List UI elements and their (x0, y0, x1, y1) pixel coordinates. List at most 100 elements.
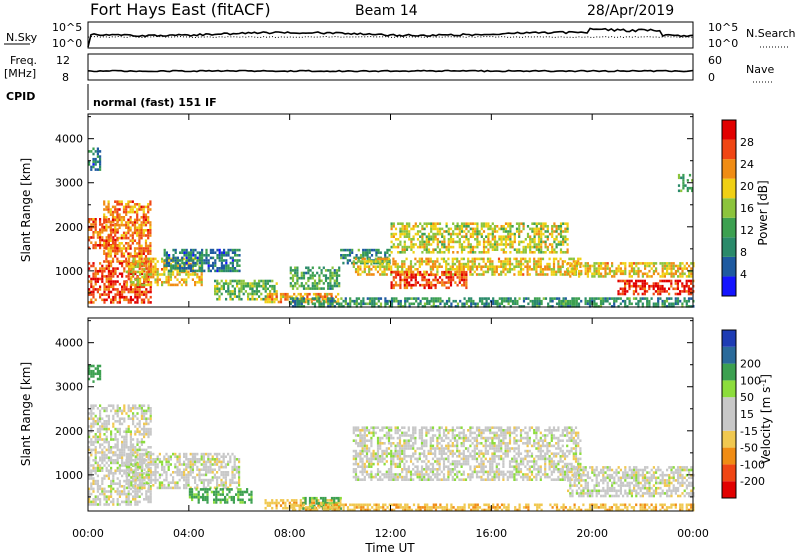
data-cell (92, 275, 95, 278)
data-cell (353, 256, 356, 260)
data-cell (445, 245, 448, 249)
data-cell (260, 284, 263, 288)
data-cell (234, 251, 237, 254)
data-cell (456, 268, 459, 271)
data-cell (138, 208, 141, 211)
data-cell (493, 268, 496, 271)
data-cell (414, 281, 417, 284)
data-cell (559, 227, 563, 231)
data-cell (127, 417, 130, 420)
data-cell (580, 262, 583, 265)
data-cell (143, 482, 146, 485)
data-cell (458, 270, 461, 274)
data-cell (110, 275, 113, 278)
data-cell (130, 476, 133, 479)
data-cell (294, 299, 297, 303)
data-cell (152, 484, 155, 487)
data-cell (165, 278, 168, 281)
data-cell (552, 257, 556, 261)
data-cell (136, 226, 139, 229)
data-cell (423, 243, 426, 246)
data-cell (136, 503, 139, 506)
data-cell (571, 302, 574, 306)
data-cell (141, 455, 144, 458)
data-cell (88, 433, 91, 436)
data-cell (185, 254, 188, 257)
data-cell (682, 176, 685, 180)
data-cell (103, 200, 106, 203)
data-cell (92, 464, 95, 467)
data-cell (670, 305, 673, 308)
data-cell (163, 465, 166, 469)
data-cell (99, 288, 102, 291)
data-cell (187, 256, 190, 260)
data-cell (134, 430, 137, 433)
data-cell (513, 235, 516, 238)
data-cell (668, 292, 671, 296)
data-cell (220, 261, 223, 265)
data-cell (628, 272, 631, 276)
data-cell (372, 265, 375, 268)
data-cell (624, 284, 627, 288)
data-cell (681, 305, 684, 308)
data-cell (394, 245, 398, 249)
data-cell (438, 281, 442, 284)
data-cell (507, 222, 510, 225)
data-cell (471, 222, 475, 225)
data-cell (474, 232, 477, 236)
data-cell (191, 471, 194, 474)
data-cell (118, 247, 121, 250)
data-cell (663, 262, 666, 265)
data-cell (431, 260, 435, 263)
data-cell (491, 222, 494, 225)
data-cell (99, 498, 102, 501)
data-cell (92, 372, 95, 376)
data-cell (149, 466, 152, 470)
data-cell (313, 302, 317, 306)
data-cell (313, 287, 317, 290)
data-cell (348, 259, 352, 262)
data-cell (368, 297, 372, 300)
data-cell (589, 267, 592, 270)
data-cell (484, 262, 487, 266)
data-cell (96, 420, 99, 423)
data-cell (489, 262, 492, 266)
data-cell (659, 297, 662, 300)
data-cell (99, 492, 102, 496)
data-cell (105, 280, 108, 283)
data-cell (90, 425, 93, 428)
data-cell (99, 372, 102, 376)
data-cell (223, 248, 226, 252)
data-cell (403, 283, 406, 287)
data-cell (238, 471, 241, 474)
data-cell (118, 216, 121, 219)
data-cell (110, 446, 113, 449)
data-cell (551, 235, 554, 238)
data-cell (205, 468, 208, 471)
cpid-label: CPID (6, 90, 35, 103)
data-cell (553, 251, 556, 254)
data-cell (344, 248, 347, 252)
data-cell (123, 417, 126, 420)
data-cell (123, 280, 126, 283)
data-cell (190, 254, 193, 257)
data-cell (121, 446, 124, 449)
data-cell (114, 226, 117, 229)
data-cell (533, 245, 536, 249)
data-cell (145, 471, 148, 474)
data-cell (390, 273, 393, 276)
data-cell (144, 234, 148, 237)
data-cell (690, 279, 693, 283)
data-cell (527, 302, 530, 306)
data-cell (294, 274, 297, 277)
data-cell (416, 238, 420, 241)
data-cell (198, 254, 201, 257)
data-cell (271, 298, 274, 301)
data-cell (641, 284, 644, 288)
data-cell (142, 229, 145, 232)
data-cell (99, 500, 102, 504)
data-cell (161, 260, 164, 263)
data-cell (253, 282, 256, 285)
data-cell (301, 295, 305, 299)
data-cell (628, 287, 631, 291)
